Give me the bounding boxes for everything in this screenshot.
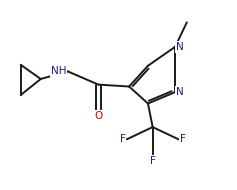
Text: N: N <box>176 87 184 97</box>
Text: O: O <box>94 111 103 121</box>
Text: F: F <box>180 134 186 144</box>
Text: F: F <box>120 134 126 144</box>
Text: F: F <box>150 156 156 166</box>
Text: NH: NH <box>51 66 67 76</box>
Text: N: N <box>176 42 184 52</box>
